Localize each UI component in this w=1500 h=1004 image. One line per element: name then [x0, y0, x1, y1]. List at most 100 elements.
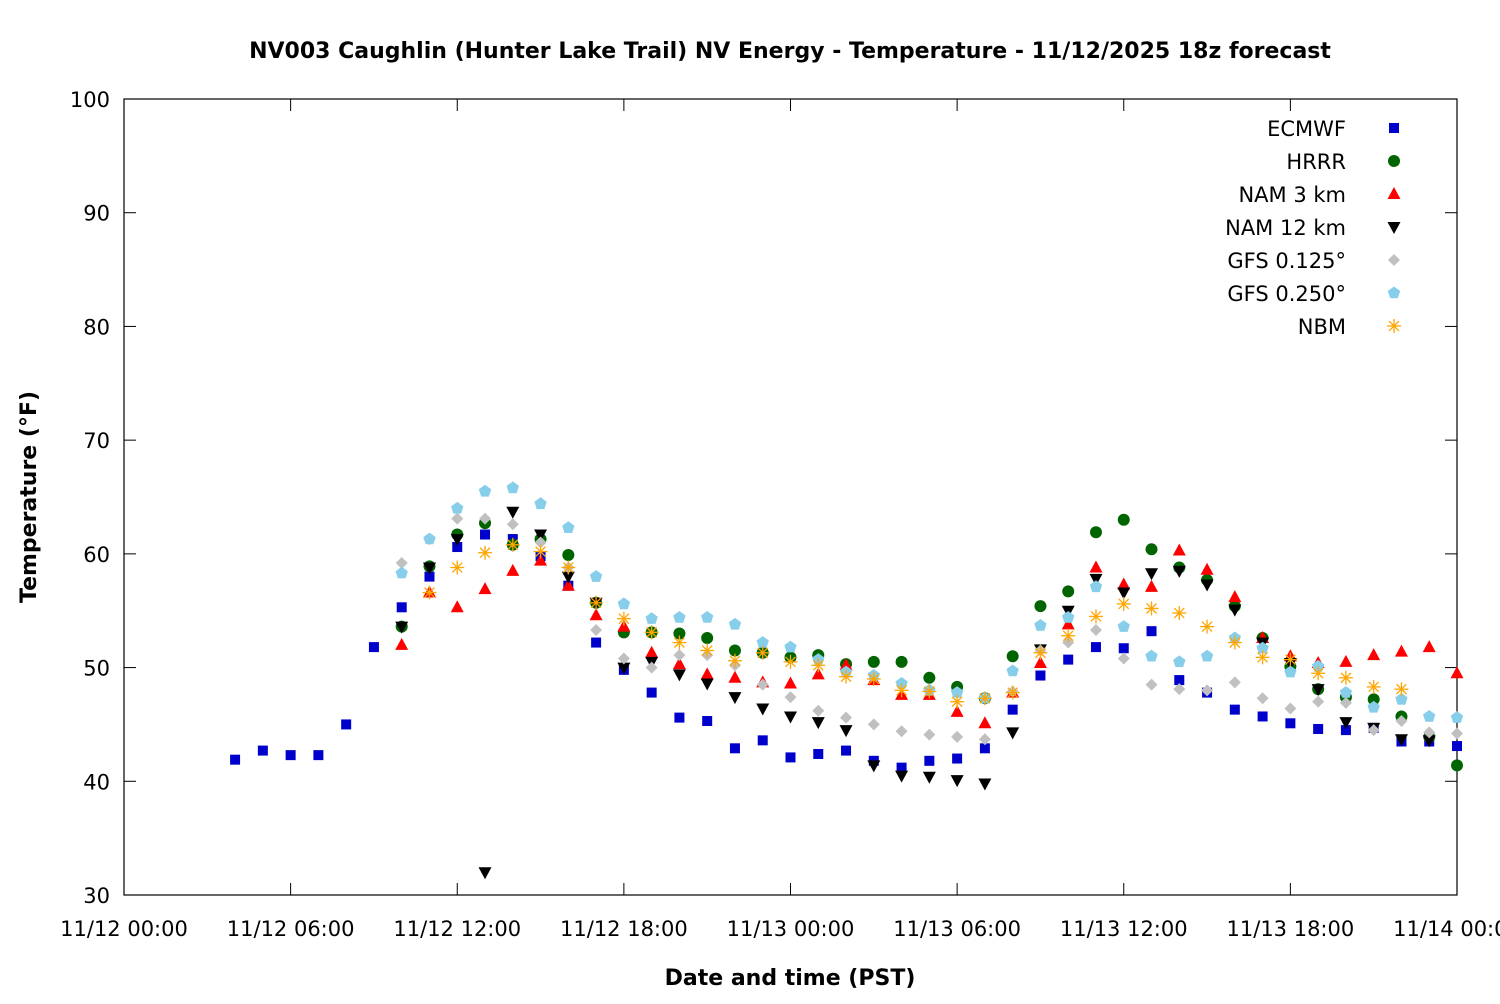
data-point [506, 518, 519, 531]
data-point [701, 632, 714, 645]
data-point [701, 611, 714, 623]
data-point [1200, 562, 1214, 575]
data-point [1089, 526, 1102, 539]
data-point [450, 600, 464, 613]
data-point [1006, 650, 1019, 663]
data-point [757, 735, 768, 746]
data-point [1367, 648, 1381, 661]
data-point [591, 637, 602, 648]
data-point [1284, 702, 1297, 715]
data-point [617, 597, 631, 610]
data-point [1394, 644, 1408, 657]
data-point [368, 642, 379, 653]
data-point [1367, 693, 1380, 706]
data-point [728, 617, 742, 630]
data-point [645, 645, 659, 658]
data-point [1283, 652, 1298, 667]
legend-label: HRRR [1286, 150, 1346, 174]
x-tick-label: 11/12 06:00 [227, 917, 355, 941]
data-point [812, 704, 825, 717]
data-point [1007, 704, 1018, 715]
data-point [1061, 628, 1076, 643]
data-point [534, 497, 547, 510]
data-point [811, 667, 825, 680]
data-point [1006, 727, 1020, 740]
data-point [589, 608, 603, 621]
data-point [1228, 590, 1242, 603]
data-point [561, 571, 575, 584]
data-point [813, 748, 824, 759]
data-point [589, 595, 604, 610]
data-point [395, 566, 408, 579]
data-point [479, 512, 492, 525]
data-point [562, 521, 575, 533]
data-point [700, 667, 714, 680]
data-point [1339, 654, 1353, 667]
data-point [1255, 650, 1270, 665]
data-point [1366, 679, 1381, 694]
data-point [673, 627, 686, 640]
data-point [1117, 577, 1131, 590]
data-point [616, 611, 631, 626]
data-point [1228, 604, 1242, 617]
data-point [1090, 642, 1101, 653]
data-point [1145, 543, 1158, 556]
data-point [1146, 626, 1157, 637]
data-point [950, 694, 965, 709]
data-point [1311, 684, 1325, 697]
data-point [1312, 695, 1325, 708]
data-point [1340, 725, 1351, 736]
legend-marker [1387, 222, 1401, 234]
data-point [1089, 573, 1103, 586]
data-point [480, 529, 491, 540]
data-point [977, 691, 992, 706]
legend-label: GFS 0.250° [1227, 282, 1346, 306]
data-point [1450, 666, 1464, 679]
data-point [1338, 670, 1353, 685]
data-point [784, 711, 797, 724]
x-tick-label: 11/13 18:00 [1227, 917, 1355, 941]
data-point [1395, 715, 1408, 728]
y-tick-label: 30 [83, 884, 110, 908]
data-point [672, 635, 687, 650]
data-point [811, 717, 825, 730]
data-point [1339, 717, 1353, 730]
data-point [950, 775, 964, 788]
legend-marker [1387, 319, 1401, 333]
data-point [1088, 609, 1103, 624]
data-point [534, 536, 547, 549]
data-point [506, 506, 520, 519]
data-point [1145, 568, 1159, 581]
data-point [533, 544, 548, 559]
data-point [950, 686, 964, 698]
data-point [922, 684, 937, 699]
data-point [506, 481, 519, 494]
data-point [1367, 700, 1380, 713]
data-point [895, 725, 908, 738]
data-point [895, 677, 908, 689]
data-point [1367, 724, 1380, 737]
data-point [1339, 696, 1352, 709]
data-point [1061, 617, 1075, 630]
data-point [230, 754, 241, 765]
data-point [451, 501, 464, 514]
legend-label: GFS 0.125° [1227, 249, 1346, 273]
data-point [257, 745, 268, 756]
data-point [422, 562, 436, 575]
data-point [285, 750, 296, 761]
data-point [478, 867, 492, 880]
data-point [784, 640, 797, 653]
data-point [478, 582, 492, 595]
data-point [978, 733, 991, 746]
data-point [1172, 605, 1187, 620]
data-point [756, 678, 769, 691]
data-point [1256, 641, 1269, 654]
data-point [1117, 513, 1130, 526]
data-point [923, 728, 936, 741]
data-point [1311, 666, 1326, 681]
data-point [1173, 655, 1186, 668]
data-point [672, 669, 686, 682]
data-point [756, 636, 769, 648]
data-point [839, 725, 853, 738]
